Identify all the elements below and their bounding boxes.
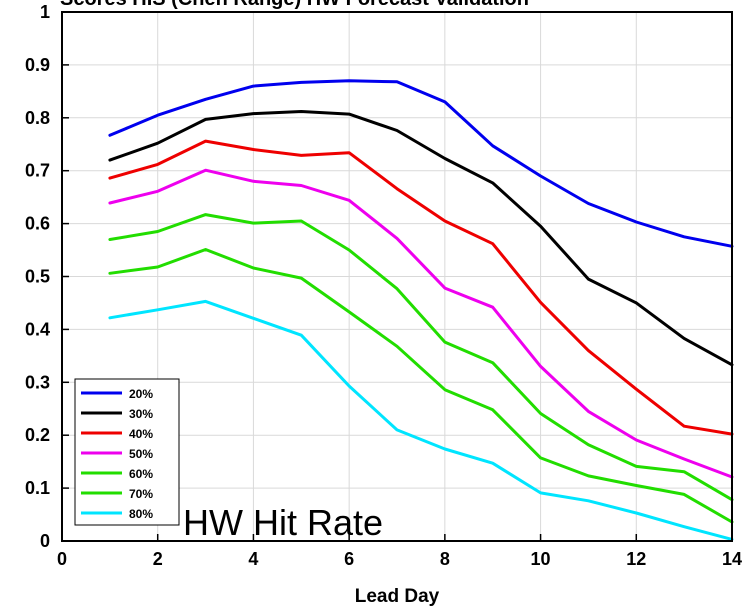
series-line-30pct (108, 110, 734, 367)
y-tick-label: 0.1 (25, 478, 50, 498)
x-tick-label: 12 (626, 549, 646, 569)
y-tick-label: 0.6 (25, 214, 50, 234)
x-tick-label: 8 (440, 549, 450, 569)
hit-rate-annotation: HW Hit Rate (183, 502, 383, 543)
y-tick-label: 1 (40, 2, 50, 22)
legend-label: 30% (129, 407, 153, 421)
series-line-60pct (108, 213, 734, 502)
series-line-70pct (108, 248, 734, 524)
x-tick-label: 14 (722, 549, 742, 569)
y-tick-label: 0.8 (25, 108, 50, 128)
legend-label: 80% (129, 507, 153, 521)
y-tick-label: 0.4 (25, 319, 50, 339)
y-tick-label: 0.9 (25, 55, 50, 75)
legend-label: 70% (129, 487, 153, 501)
x-tick-label: 6 (344, 549, 354, 569)
y-tick-label: 0.2 (25, 425, 50, 445)
y-tick-label: 0.3 (25, 372, 50, 392)
series-line-40pct (108, 139, 734, 436)
x-tick-label: 2 (153, 549, 163, 569)
series-line-50pct (108, 168, 734, 479)
ticks: 0 2 4 6 8 10 12 14 0 0.1 0.2 0.3 0.4 0.5 0.6 0.7 0.8 0.9 1 (25, 2, 742, 569)
x-tick-label: 4 (248, 549, 258, 569)
series-line-20pct (108, 79, 734, 248)
legend-label: 60% (129, 467, 153, 481)
legend-label: 20% (129, 387, 153, 401)
y-tick-label: 0.5 (25, 267, 50, 287)
chart-title: Scores HIS (Chen Range) HW Forecast Vali… (60, 0, 529, 10)
x-axis-label: Lead Day (355, 586, 440, 607)
x-tick-label: 10 (531, 549, 551, 569)
legend: 20% 30% 40% 50% 60% 70% 80% (74, 378, 180, 526)
y-tick-label: 0.7 (25, 161, 50, 181)
series-layer (108, 79, 734, 541)
y-tick-label: 0 (40, 531, 50, 551)
legend-label: 40% (129, 427, 153, 441)
series-line-80pct (108, 299, 734, 541)
legend-label: 50% (129, 447, 153, 461)
x-tick-label: 0 (57, 549, 67, 569)
